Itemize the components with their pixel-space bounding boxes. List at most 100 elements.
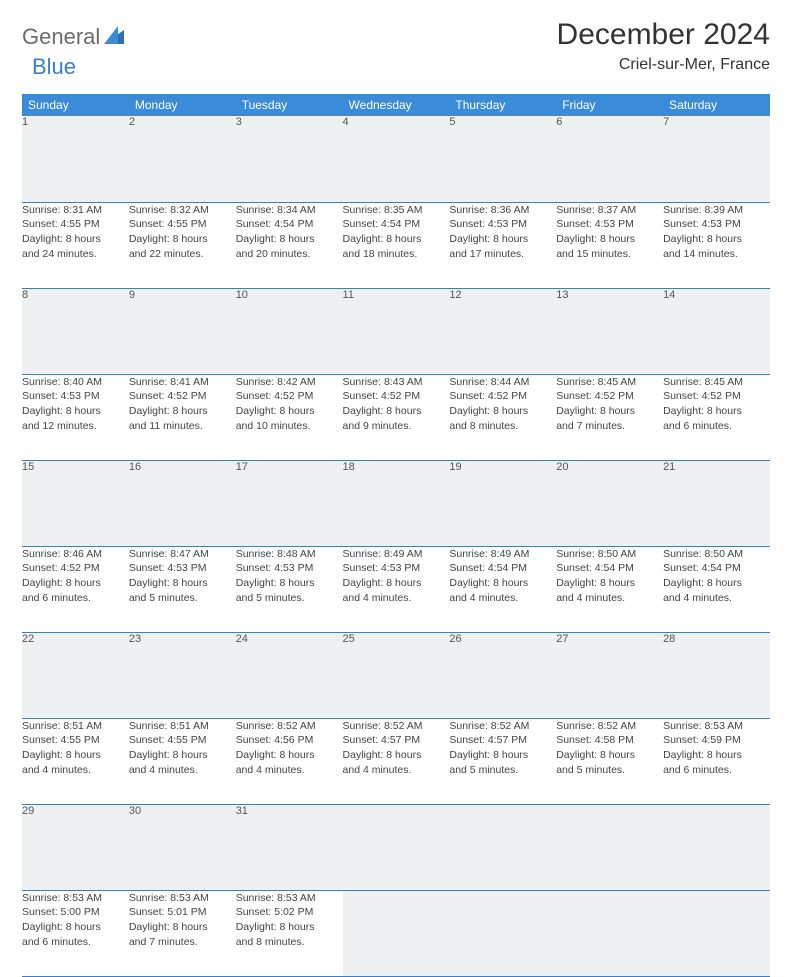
weekday-wednesday: Wednesday: [343, 94, 450, 116]
day-line: Sunrise: 8:50 AM: [663, 547, 770, 562]
day-body: [556, 890, 663, 976]
day-line: Sunrise: 8:41 AM: [129, 375, 236, 390]
day-line: Sunset: 4:52 PM: [343, 389, 450, 404]
day-line: and 9 minutes.: [343, 419, 450, 434]
day-line: Daylight: 8 hours: [663, 576, 770, 591]
day-line: Sunrise: 8:53 AM: [236, 891, 343, 906]
day-line: Sunrise: 8:32 AM: [129, 203, 236, 218]
day-line: Sunrise: 8:52 AM: [236, 719, 343, 734]
day-number: 12: [449, 288, 556, 374]
day-line: Sunset: 4:53 PM: [22, 389, 129, 404]
day-line: and 4 minutes.: [556, 591, 663, 606]
day-line: Daylight: 8 hours: [343, 576, 450, 591]
week-daybody-row: Sunrise: 8:40 AMSunset: 4:53 PM Daylight:…: [22, 374, 770, 460]
day-line: Sunset: 4:58 PM: [556, 733, 663, 748]
day-number: 23: [129, 632, 236, 718]
day-line: and 4 minutes.: [343, 763, 450, 778]
logo: General: [22, 18, 126, 50]
day-line: Sunrise: 8:45 AM: [663, 375, 770, 390]
day-number: [556, 804, 663, 890]
day-line: and 12 minutes.: [22, 419, 129, 434]
weekday-saturday: Saturday: [663, 94, 770, 116]
day-number: 9: [129, 288, 236, 374]
day-number: 5: [449, 116, 556, 202]
day-line: and 24 minutes.: [22, 247, 129, 262]
day-line: Sunrise: 8:36 AM: [449, 203, 556, 218]
logo-arrow-icon: [104, 26, 124, 49]
day-line: Sunrise: 8:35 AM: [343, 203, 450, 218]
day-line: and 6 minutes.: [663, 763, 770, 778]
day-line: Sunrise: 8:48 AM: [236, 547, 343, 562]
day-line: Sunset: 4:54 PM: [556, 561, 663, 576]
day-line: and 5 minutes.: [236, 591, 343, 606]
day-line: Sunset: 4:53 PM: [449, 217, 556, 232]
day-line: Daylight: 8 hours: [236, 920, 343, 935]
day-body: Sunrise: 8:49 AMSunset: 4:54 PMDaylight:…: [449, 546, 556, 632]
day-line: and 17 minutes.: [449, 247, 556, 262]
day-line: Sunset: 4:53 PM: [556, 217, 663, 232]
day-line: Daylight: 8 hours: [663, 404, 770, 419]
day-number: 7: [663, 116, 770, 202]
day-line: Sunrise: 8:31 AM: [22, 203, 129, 218]
day-body: Sunrise: 8:51 AMSunset: 4:55 PMDaylight:…: [129, 718, 236, 804]
day-line: and 22 minutes.: [129, 247, 236, 262]
day-line: Sunrise: 8:40 AM: [22, 375, 129, 390]
day-line: Daylight: 8 hours: [556, 232, 663, 247]
day-line: Sunrise: 8:47 AM: [129, 547, 236, 562]
day-line: Sunset: 4:53 PM: [236, 561, 343, 576]
day-line: Daylight: 8 hours: [449, 404, 556, 419]
day-number: 17: [236, 460, 343, 546]
day-number: 2: [129, 116, 236, 202]
day-number: [663, 804, 770, 890]
day-line: Sunset: 4:54 PM: [663, 561, 770, 576]
day-number: 29: [22, 804, 129, 890]
day-number: 18: [343, 460, 450, 546]
day-line: Daylight: 8 hours: [22, 920, 129, 935]
day-line: and 8 minutes.: [449, 419, 556, 434]
weekday-header-row: Sunday Monday Tuesday Wednesday Thursday…: [22, 94, 770, 116]
day-body: Sunrise: 8:37 AMSunset: 4:53 PMDaylight:…: [556, 202, 663, 288]
day-line: Sunrise: 8:53 AM: [129, 891, 236, 906]
day-number: 19: [449, 460, 556, 546]
day-line: Sunset: 4:52 PM: [236, 389, 343, 404]
day-number: 24: [236, 632, 343, 718]
day-line: Sunrise: 8:52 AM: [343, 719, 450, 734]
day-line: Sunset: 4:55 PM: [22, 217, 129, 232]
day-body: [449, 890, 556, 976]
day-line: and 10 minutes.: [236, 419, 343, 434]
day-line: Daylight: 8 hours: [343, 404, 450, 419]
day-body: [663, 890, 770, 976]
logo-text-general: General: [22, 24, 100, 50]
day-number: 22: [22, 632, 129, 718]
week-daybody-row: Sunrise: 8:51 AMSunset: 4:55 PM Daylight:…: [22, 718, 770, 804]
day-body: Sunrise: 8:48 AMSunset: 4:53 PMDaylight:…: [236, 546, 343, 632]
day-line: Sunrise: 8:51 AM: [129, 719, 236, 734]
day-number: 4: [343, 116, 450, 202]
logo-text-blue: Blue: [32, 54, 76, 79]
day-number: 3: [236, 116, 343, 202]
day-body: Sunrise: 8:39 AMSunset: 4:53 PMDaylight:…: [663, 202, 770, 288]
day-number: 15: [22, 460, 129, 546]
week-daybody-row: Sunrise: 8:46 AMSunset: 4:52 PMDaylight:…: [22, 546, 770, 632]
day-line: and 15 minutes.: [556, 247, 663, 262]
day-line: Sunrise: 8:45 AM: [556, 375, 663, 390]
day-line: Daylight: 8 hours: [556, 748, 663, 763]
day-line: Sunset: 4:57 PM: [343, 733, 450, 748]
day-line: Daylight: 8 hours: [449, 232, 556, 247]
day-line: Daylight: 8 hours: [22, 576, 129, 591]
day-line: Sunset: 4:55 PM: [129, 733, 236, 748]
day-line: Sunrise: 8:53 AM: [22, 891, 129, 906]
day-line: Sunset: 4:52 PM: [129, 389, 236, 404]
day-line: Sunset: 4:57 PM: [449, 733, 556, 748]
day-number: 28: [663, 632, 770, 718]
day-body: Sunrise: 8:36 AMSunset: 4:53 PMDaylight:…: [449, 202, 556, 288]
day-line: Sunrise: 8:50 AM: [556, 547, 663, 562]
day-line: Sunset: 5:02 PM: [236, 905, 343, 920]
day-number: 16: [129, 460, 236, 546]
day-body: Sunrise: 8:53 AMSunset: 5:00 PMDaylight:…: [22, 890, 129, 976]
day-body: Sunrise: 8:40 AMSunset: 4:53 PMDaylight:…: [22, 374, 129, 460]
day-line: Daylight: 8 hours: [22, 232, 129, 247]
day-number: 10: [236, 288, 343, 374]
day-line: and 20 minutes.: [236, 247, 343, 262]
day-line: Daylight: 8 hours: [449, 576, 556, 591]
